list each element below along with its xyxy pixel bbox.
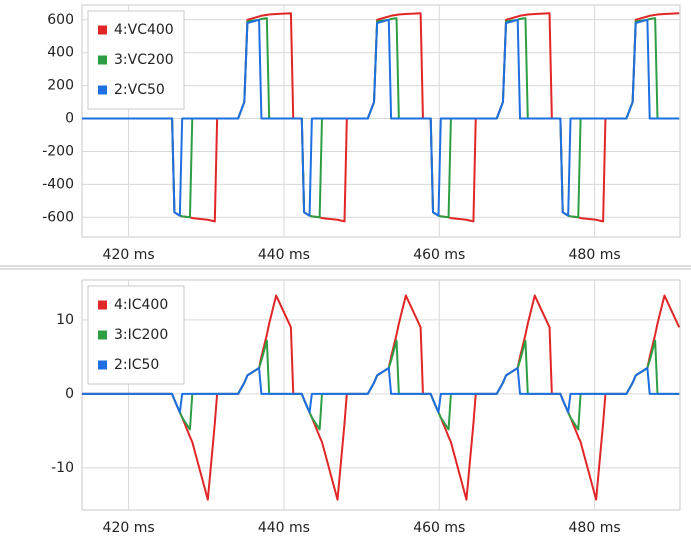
legend-label: 3:IC200: [114, 327, 168, 343]
y-tick-label: 0: [65, 386, 74, 402]
legend-swatch: [98, 85, 107, 95]
series-line: [82, 18, 680, 217]
x-tick-label: 420 ms: [103, 520, 155, 536]
legend-swatch: [98, 330, 107, 340]
x-tick-label: 420 ms: [103, 247, 155, 263]
y-tick-label: -600: [42, 209, 74, 225]
y-tick-label: 400: [47, 45, 74, 61]
legend-label: 2:VC50: [114, 82, 165, 98]
series-line: [82, 12, 680, 223]
legend-swatch: [98, 25, 107, 35]
legend-label: 4:VC400: [114, 22, 174, 38]
y-tick-label: -10: [51, 460, 74, 476]
y-tick-label: 0: [65, 111, 74, 127]
y-tick-label: -400: [42, 176, 74, 192]
legend-label: 4:IC400: [114, 297, 168, 313]
panel: 600 400 200 0 -200 -400 -600 420 ms 440 ms 460 ms…: [42, 4, 681, 263]
y-tick-label: 600: [47, 12, 74, 28]
legend-label: 3:VC200: [114, 52, 174, 68]
legend-swatch: [98, 55, 107, 65]
x-tick-label: 460 ms: [413, 247, 465, 263]
legend-label: 2:IC50: [114, 357, 159, 373]
legend: 4:IC400 3:IC200 2:IC50: [87, 285, 185, 385]
legend: 4:VC400 3:VC200 2:VC50: [87, 10, 185, 110]
legend-swatch: [98, 360, 107, 370]
y-tick-label: 10: [56, 312, 74, 328]
x-tick-label: 440 ms: [258, 247, 310, 263]
y-tick-label: -200: [42, 143, 74, 159]
x-tick-label: 480 ms: [569, 247, 621, 263]
x-tick-label: 480 ms: [569, 520, 621, 536]
panel: 10 0 -10 420 ms 440 ms 460 ms 480 ms 4:IC400 3:I…: [51, 279, 681, 536]
x-tick-label: 440 ms: [258, 520, 310, 536]
y-tick-label: 200: [47, 78, 74, 94]
series-line: [82, 367, 680, 414]
x-tick-label: 460 ms: [413, 520, 465, 536]
legend-swatch: [98, 300, 107, 310]
